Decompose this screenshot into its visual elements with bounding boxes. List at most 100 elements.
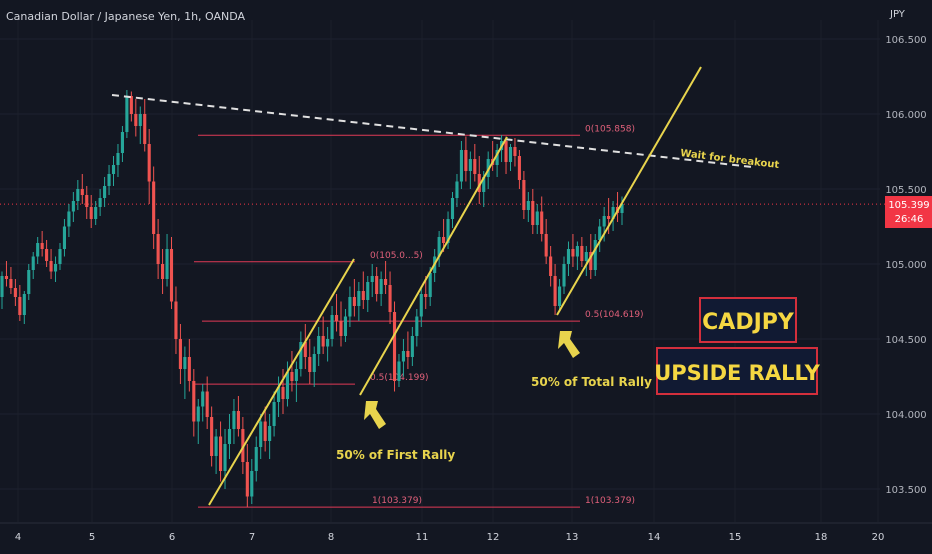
candle-body <box>250 471 254 497</box>
second-rally-trendline[interactable] <box>359 136 508 396</box>
candle-body <box>67 211 71 227</box>
candle-body <box>397 361 401 381</box>
candle-body <box>334 315 339 321</box>
candle-body <box>401 351 405 362</box>
symbol-title: Canadian Dollar / Japanese Yen, 1h, OAND… <box>6 10 246 23</box>
candle-body <box>352 297 356 306</box>
candle-body <box>174 301 178 339</box>
x-tick-label: 7 <box>249 532 255 543</box>
candle-body <box>210 417 214 456</box>
annotations: Wait for breakout 50% of First Rally 50%… <box>336 148 821 462</box>
candle-body <box>245 462 249 497</box>
candle-body <box>531 201 535 225</box>
candle-body <box>290 372 294 381</box>
price-axis[interactable]: 106.500 106.000 105.500 105.000 104.500 104.0… <box>885 35 926 496</box>
candle-body <box>392 312 397 381</box>
candle-body <box>98 198 102 207</box>
candle-body <box>219 436 223 471</box>
x-tick-label: 15 <box>729 532 742 543</box>
candle-body <box>593 240 597 270</box>
candle-body <box>326 339 330 347</box>
first-rally-arrow-icon <box>364 401 386 429</box>
candle-body <box>116 153 120 165</box>
candle-body <box>375 276 379 294</box>
candle-body <box>13 288 17 297</box>
total-rally-trendline[interactable] <box>556 66 702 316</box>
candle-body <box>361 291 365 300</box>
x-tick-label: 11 <box>416 532 429 543</box>
x-tick-label: 20 <box>872 532 885 543</box>
candle-body <box>22 294 26 315</box>
fib-top-1-right-label: 1(103.379) <box>585 496 635 506</box>
candle-body <box>566 249 571 264</box>
candle-body <box>263 421 267 441</box>
candle-body <box>129 96 133 114</box>
candle-body <box>40 243 44 249</box>
candle-body <box>152 181 156 234</box>
candle-body <box>134 114 138 126</box>
y-tick-label: 105.000 <box>885 260 926 271</box>
candle-body <box>138 114 142 126</box>
candle-body <box>366 282 370 300</box>
time-axis[interactable]: 4 5 6 7 8 11 12 13 14 15 18 20 <box>0 522 932 543</box>
candle-body <box>143 114 147 144</box>
candle-body <box>85 195 89 207</box>
candle-body <box>62 226 67 249</box>
y-tick-label: 104.000 <box>885 410 926 421</box>
candle-body <box>504 141 508 162</box>
candle-body <box>575 246 579 257</box>
resistance-trendline[interactable] <box>111 94 753 168</box>
candle-body <box>308 357 312 372</box>
candle-body <box>223 444 227 471</box>
candle-body <box>468 159 472 171</box>
grid <box>0 20 885 522</box>
fib-first-0-label: 0(105.0...5) <box>370 251 423 261</box>
candle-body <box>27 270 31 294</box>
candle-body <box>424 294 428 297</box>
candle-body <box>495 150 499 165</box>
total-rally-arrow-icon <box>558 331 580 358</box>
y-tick-label: 105.500 <box>885 185 926 196</box>
x-tick-label: 4 <box>15 532 21 543</box>
candle-body <box>611 207 615 219</box>
first-rally-trendline[interactable] <box>208 258 355 506</box>
y-tick-label: 103.500 <box>885 485 926 496</box>
candle-body <box>455 181 459 198</box>
candle-body <box>446 219 450 243</box>
candle-body <box>299 342 303 369</box>
y-tick-label: 104.500 <box>885 335 926 346</box>
candle-body <box>450 198 455 219</box>
candle-body <box>45 249 49 261</box>
candle-body <box>187 357 191 381</box>
breakout-label: Wait for breakout <box>680 148 780 171</box>
candle-body <box>343 316 348 336</box>
x-tick-label: 12 <box>487 532 500 543</box>
candle-body <box>259 421 263 447</box>
candle-body <box>18 297 22 315</box>
candle-body <box>4 276 9 279</box>
candle-body <box>268 426 272 441</box>
price-tag-countdown: 26:46 <box>895 214 924 225</box>
candle-body <box>49 261 53 272</box>
candle-body <box>410 336 414 357</box>
candle-body <box>192 381 196 422</box>
candle-body <box>285 372 290 399</box>
candle-body <box>294 369 298 381</box>
candle-body <box>348 297 352 317</box>
candle-body <box>584 252 588 261</box>
trend-drawings <box>111 66 753 506</box>
candle-body <box>125 96 129 132</box>
badge-rally-text: UPSIDE RALLY <box>654 361 820 385</box>
badge-symbol-box <box>699 297 797 343</box>
candle-body <box>165 249 169 279</box>
candle-body <box>330 315 334 339</box>
candle-body <box>272 402 276 426</box>
candle-body <box>544 234 548 257</box>
candle-body <box>111 165 116 174</box>
candle-body <box>321 336 325 347</box>
candle-body <box>508 147 513 162</box>
candle-body <box>437 237 441 257</box>
candle-body <box>214 436 218 456</box>
